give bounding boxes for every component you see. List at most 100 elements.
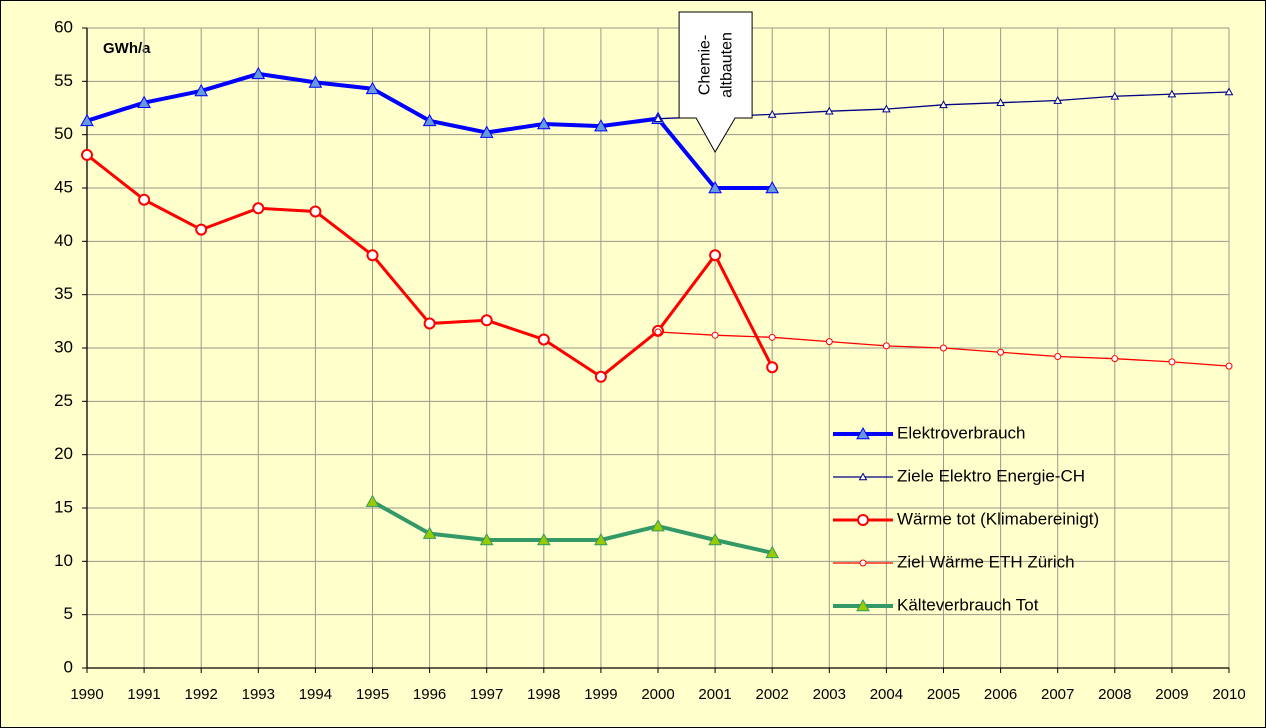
unit-label: GWh/a: [103, 40, 151, 57]
marker: [825, 338, 833, 346]
marker: [765, 545, 780, 559]
y-tick-label: 0: [64, 657, 73, 676]
marker: [651, 519, 665, 532]
marker: [939, 100, 948, 109]
series-line: [371, 499, 773, 555]
callout-text: altbauten: [718, 32, 735, 98]
legend-marker: [856, 426, 870, 440]
y-tick-label: 50: [54, 124, 73, 143]
marker: [537, 333, 550, 346]
legend-marker: [856, 598, 870, 612]
marker: [81, 148, 93, 161]
y-tick-label: 25: [54, 391, 73, 410]
marker: [366, 249, 379, 262]
x-tick-label: 2005: [927, 686, 960, 703]
x-tick-label: 2002: [756, 686, 789, 703]
marker: [1224, 87, 1234, 96]
marker: [1110, 91, 1120, 100]
marker: [768, 333, 776, 341]
x-tick-label: 1995: [356, 686, 389, 703]
y-tick-label: 35: [54, 284, 73, 303]
marker: [138, 193, 151, 206]
marker: [480, 314, 493, 327]
x-tick-label: 1997: [470, 686, 503, 703]
x-tick-label: 1992: [185, 686, 218, 703]
x-tick-label: 1994: [299, 686, 332, 703]
x-tick-label: 1991: [127, 686, 160, 703]
legend-marker: [859, 559, 867, 567]
legend-label: Elektroverbrauch: [897, 423, 1026, 442]
marker: [365, 81, 380, 95]
marker: [1225, 362, 1233, 370]
x-tick-label: 1998: [527, 686, 560, 703]
marker: [365, 494, 380, 507]
y-tick-label: 40: [54, 231, 73, 250]
x-tick-label: 2010: [1212, 686, 1245, 703]
marker: [996, 98, 1005, 106]
x-tick-label: 2007: [1041, 686, 1074, 703]
y-tick-label: 30: [54, 337, 73, 356]
marker: [1111, 355, 1119, 363]
marker: [1168, 358, 1176, 366]
marker: [767, 109, 777, 118]
marker: [711, 331, 719, 339]
marker: [1167, 89, 1177, 98]
y-tick-label: 60: [54, 17, 73, 36]
callout: [678, 11, 753, 154]
marker: [765, 180, 780, 194]
y-tick-label: 15: [54, 497, 73, 516]
marker: [708, 532, 722, 546]
marker: [80, 113, 94, 127]
marker: [594, 532, 608, 546]
marker: [653, 114, 663, 122]
y-tick-label: 20: [54, 444, 73, 463]
marker: [997, 348, 1005, 356]
callout-text: Chemie-: [696, 35, 713, 95]
legend-label: Ziele Elektro Energie-CH: [897, 466, 1085, 485]
x-tick-label: 2003: [813, 686, 846, 703]
marker: [940, 344, 947, 352]
legend-label: Ziel Wärme ETH Zürich: [897, 552, 1075, 571]
marker: [536, 116, 551, 130]
y-tick-label: 45: [54, 177, 73, 196]
legend-label: Wärme tot (Klimabereinigt): [897, 509, 1099, 528]
marker: [536, 532, 551, 546]
marker: [479, 532, 494, 546]
marker: [654, 328, 662, 336]
x-tick-label: 1999: [584, 686, 617, 703]
y-tick-label: 55: [54, 71, 73, 90]
marker: [423, 317, 436, 330]
x-tick-label: 2004: [870, 686, 903, 703]
marker: [709, 249, 722, 262]
marker: [252, 202, 265, 215]
marker: [766, 361, 779, 374]
marker: [594, 370, 607, 383]
marker: [1054, 353, 1062, 361]
marker: [882, 342, 890, 350]
legend-marker: [857, 514, 869, 526]
marker: [308, 75, 323, 88]
marker: [1053, 96, 1063, 104]
x-tick-label: 2001: [698, 686, 731, 703]
marker: [708, 180, 722, 194]
legend-label: Kälteverbrauch Tot: [897, 595, 1039, 614]
marker: [479, 125, 494, 138]
marker: [194, 83, 209, 97]
y-tick-label: 5: [64, 604, 73, 623]
marker: [882, 104, 891, 113]
x-tick-label: 2009: [1155, 686, 1188, 703]
x-tick-label: 1993: [242, 686, 275, 703]
x-tick-label: 2000: [641, 686, 674, 703]
legend-marker: [858, 472, 868, 481]
x-tick-label: 1990: [70, 686, 103, 703]
marker: [137, 95, 151, 108]
x-tick-label: 2008: [1098, 686, 1131, 703]
y-tick-label: 10: [54, 551, 73, 570]
marker: [422, 113, 437, 127]
marker: [309, 205, 322, 218]
marker: [594, 119, 608, 132]
marker: [251, 66, 266, 80]
marker: [422, 526, 437, 539]
